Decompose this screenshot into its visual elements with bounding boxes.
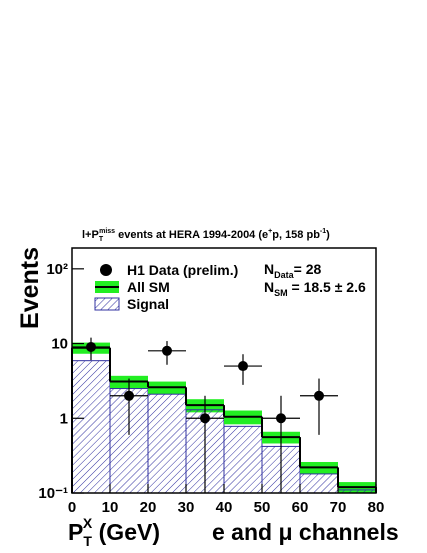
annotation: NData= 28 xyxy=(264,261,321,280)
annotation-part: N xyxy=(264,261,274,277)
chart-title: l+PTmiss events at HERA 1994-2004 (e+p, … xyxy=(82,228,330,243)
x-label-part: (GeV) xyxy=(92,519,160,545)
y-tick-label: 10⁻¹ xyxy=(38,485,68,502)
y-tick-label: 1 xyxy=(60,410,68,427)
title-part: T xyxy=(99,236,104,243)
x-tick-label: 60 xyxy=(292,499,309,516)
title-part: l+P xyxy=(82,229,99,241)
annotation: NSM = 18.5 ± 2.6 xyxy=(264,279,366,298)
title-part: + xyxy=(268,228,272,235)
x-label-part: P xyxy=(68,519,83,545)
x-tick-label: 20 xyxy=(140,499,157,516)
data-point xyxy=(86,341,96,352)
x-label-part: X xyxy=(83,515,93,531)
title-part: -1 xyxy=(320,228,326,235)
annotation-part: Data xyxy=(274,270,295,280)
title-part: p, 158 pb xyxy=(272,229,320,241)
title-part: events at HERA 1994-2004 (e xyxy=(115,229,268,241)
x-tick-label: 50 xyxy=(254,499,271,516)
legend-label: All SM xyxy=(127,279,170,295)
x-tick-label: 80 xyxy=(368,499,385,516)
data-point xyxy=(276,413,286,424)
y-tick-label: 10² xyxy=(46,261,68,278)
x-axis-label: PTX (GeV) xyxy=(68,515,160,549)
legend-marker xyxy=(94,297,120,311)
annotation-part: = 28 xyxy=(294,261,322,277)
signal-bar xyxy=(223,425,263,494)
legend-label: H1 Data (prelim.) xyxy=(127,262,238,278)
data-point xyxy=(124,390,134,401)
signal-bar xyxy=(147,393,187,494)
signal-bar xyxy=(299,473,339,494)
annotation-part: = 18.5 ± 2.6 xyxy=(288,279,366,295)
x-tick-label: 10 xyxy=(102,499,119,516)
legend-marker xyxy=(100,264,112,276)
x-tick-label: 70 xyxy=(330,499,347,516)
annotation-part: SM xyxy=(274,288,288,298)
data-point xyxy=(238,361,248,372)
x-tick-label: 30 xyxy=(178,499,195,516)
title-part: miss xyxy=(99,228,115,235)
x-tick-label: 0 xyxy=(68,499,76,516)
signal-bar xyxy=(71,360,111,494)
data-point xyxy=(162,345,172,356)
annotation-part: N xyxy=(264,279,274,295)
channel-label: e and μ channels xyxy=(212,519,399,545)
y-axis-label: Events xyxy=(16,247,44,329)
title-part: ) xyxy=(326,229,330,241)
data-point xyxy=(200,413,210,424)
data-point xyxy=(314,390,324,401)
x-tick-label: 40 xyxy=(216,499,233,516)
y-tick-label: 10 xyxy=(51,336,68,353)
x-label-part: T xyxy=(83,533,92,549)
legend-label: Signal xyxy=(127,296,169,312)
